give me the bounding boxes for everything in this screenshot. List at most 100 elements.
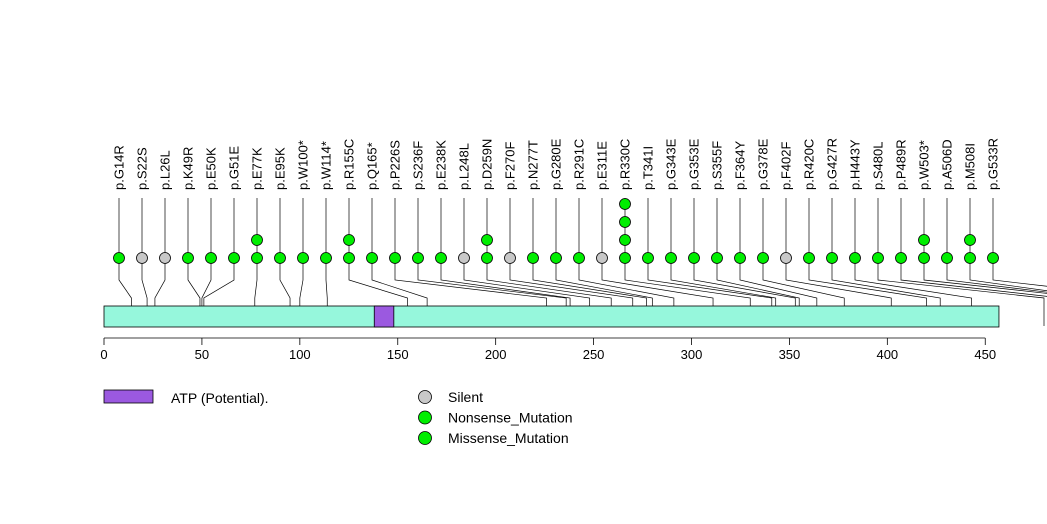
mutation-dot	[320, 252, 332, 264]
legend-marker	[418, 431, 432, 445]
mutation-dot	[412, 252, 424, 264]
mutation-dot	[251, 252, 263, 264]
x-tick-label: 100	[289, 347, 311, 362]
protein-domains	[373, 305, 395, 328]
mutation-dot	[596, 252, 608, 264]
legend-entry-label: Silent	[448, 389, 483, 405]
mutation-dot	[803, 252, 815, 264]
mutation-dot	[527, 252, 539, 264]
mutation-dot	[734, 252, 746, 264]
mutation-dot	[780, 252, 792, 264]
mutation-label: p.L248L	[457, 143, 472, 190]
mutation-stems	[118, 198, 994, 258]
mutation-label: p.T341I	[641, 146, 656, 190]
mutation-dot	[941, 252, 953, 264]
mutation-label: p.G533R	[986, 138, 1001, 190]
mutation-label: p.D259N	[480, 139, 495, 190]
mutation-dot	[366, 252, 378, 264]
mutation-dot	[964, 252, 976, 264]
mutation-dot	[987, 252, 999, 264]
x-tick-label: 300	[681, 347, 703, 362]
mutation-label: p.N277T	[526, 140, 541, 190]
mutation-dot	[251, 234, 263, 246]
mutation-dot	[757, 252, 769, 264]
connector-33	[877, 258, 1045, 326]
mutation-dot	[665, 252, 677, 264]
mutation-label: p.E95K	[273, 147, 288, 190]
legend-entries: Silent Nonsense_Mutation Missense_Mutation	[418, 389, 573, 446]
mutation-label: p.W100*	[296, 140, 311, 190]
mutation-dots	[113, 198, 999, 264]
connector-38	[992, 258, 1047, 287]
mutation-label: p.F402F	[779, 142, 794, 190]
mutation-dot	[504, 252, 516, 264]
legend-marker	[418, 390, 432, 404]
mutation-dot	[711, 252, 723, 264]
x-tick-label: 250	[583, 347, 605, 362]
mutation-label: p.P226S	[388, 140, 403, 190]
x-axis: 0 50 100 150 200 250 300 350 400 450	[100, 337, 996, 362]
mutation-label: p.L26L	[158, 150, 173, 190]
connector-36	[946, 258, 1047, 293]
mutation-dot	[619, 234, 631, 246]
mutation-label: p.G280E	[549, 138, 564, 190]
mutation-label: p.R155C	[342, 139, 357, 190]
protein-backbone	[103, 305, 1000, 328]
mutation-dot	[918, 234, 930, 246]
mutation-dot	[688, 252, 700, 264]
mutation-dot	[389, 252, 401, 264]
mutation-dot	[113, 252, 125, 264]
legend-marker	[418, 410, 432, 425]
mutation-dot	[895, 252, 907, 264]
mutation-label: p.E77K	[250, 147, 265, 190]
mutation-label: p.F270F	[503, 142, 518, 190]
mutation-dot	[182, 252, 194, 264]
mutation-dot	[872, 252, 884, 264]
mutation-label: p.M508I	[963, 143, 978, 190]
mutation-label: p.Q165*	[365, 142, 380, 190]
x-tick-label: 150	[387, 347, 409, 362]
mutation-label: p.S236F	[411, 141, 426, 190]
mutation-label: p.S480L	[871, 142, 886, 190]
mutation-label: p.R291C	[572, 139, 587, 190]
mutation-dot	[573, 252, 585, 264]
mutation-label: p.R420C	[802, 139, 817, 190]
mutation-dot	[458, 252, 470, 264]
mutation-label: p.G378E	[756, 138, 771, 190]
mutation-dot	[642, 252, 654, 264]
mutation-dot	[619, 216, 631, 228]
mutation-dot	[159, 252, 171, 264]
mutation-dot	[481, 252, 493, 264]
x-tick-label: 50	[195, 347, 209, 362]
x-tick-label: 450	[974, 347, 996, 362]
mutation-label: p.A506D	[940, 139, 955, 190]
mutation-dot	[481, 234, 493, 246]
mutation-label: p.R330C	[618, 139, 633, 190]
mutation-label: p.S22S	[135, 147, 150, 190]
mutation-dot	[297, 252, 309, 264]
mutation-label: p.W503*	[917, 140, 932, 190]
legend-entry-label: Missense_Mutation	[448, 430, 569, 446]
mutation-labels: p.G14R p.S22S p.L26L p.K49R p.E50K p.G51E p.E7…	[112, 138, 1001, 190]
mutation-dot	[228, 252, 240, 264]
mutation-dot	[435, 252, 447, 264]
mutation-label: p.K49R	[181, 147, 196, 190]
mutation-dot	[343, 234, 355, 246]
mutation-label: p.E238K	[434, 140, 449, 190]
mutation-dot	[343, 252, 355, 264]
mutation-label: p.G427R	[825, 138, 840, 190]
mutation-label: p.G353E	[687, 138, 702, 190]
x-tick-label: 350	[779, 347, 801, 362]
mutation-dot	[274, 252, 286, 264]
mutation-label: p.W114*	[319, 141, 334, 190]
mutation-dot	[619, 252, 631, 264]
x-tick-label: 200	[485, 347, 507, 362]
mutation-label: p.H443Y	[848, 139, 863, 190]
connector-34	[900, 258, 1047, 297]
mutation-label: p.E311E	[595, 141, 610, 190]
domain-0	[373, 305, 395, 328]
legend-domain-label: ATP (Potential).	[171, 390, 269, 406]
legend: ATP (Potential). Silent Nonsense_Mutation…	[103, 389, 573, 446]
mutation-label: p.G343E	[664, 138, 679, 190]
